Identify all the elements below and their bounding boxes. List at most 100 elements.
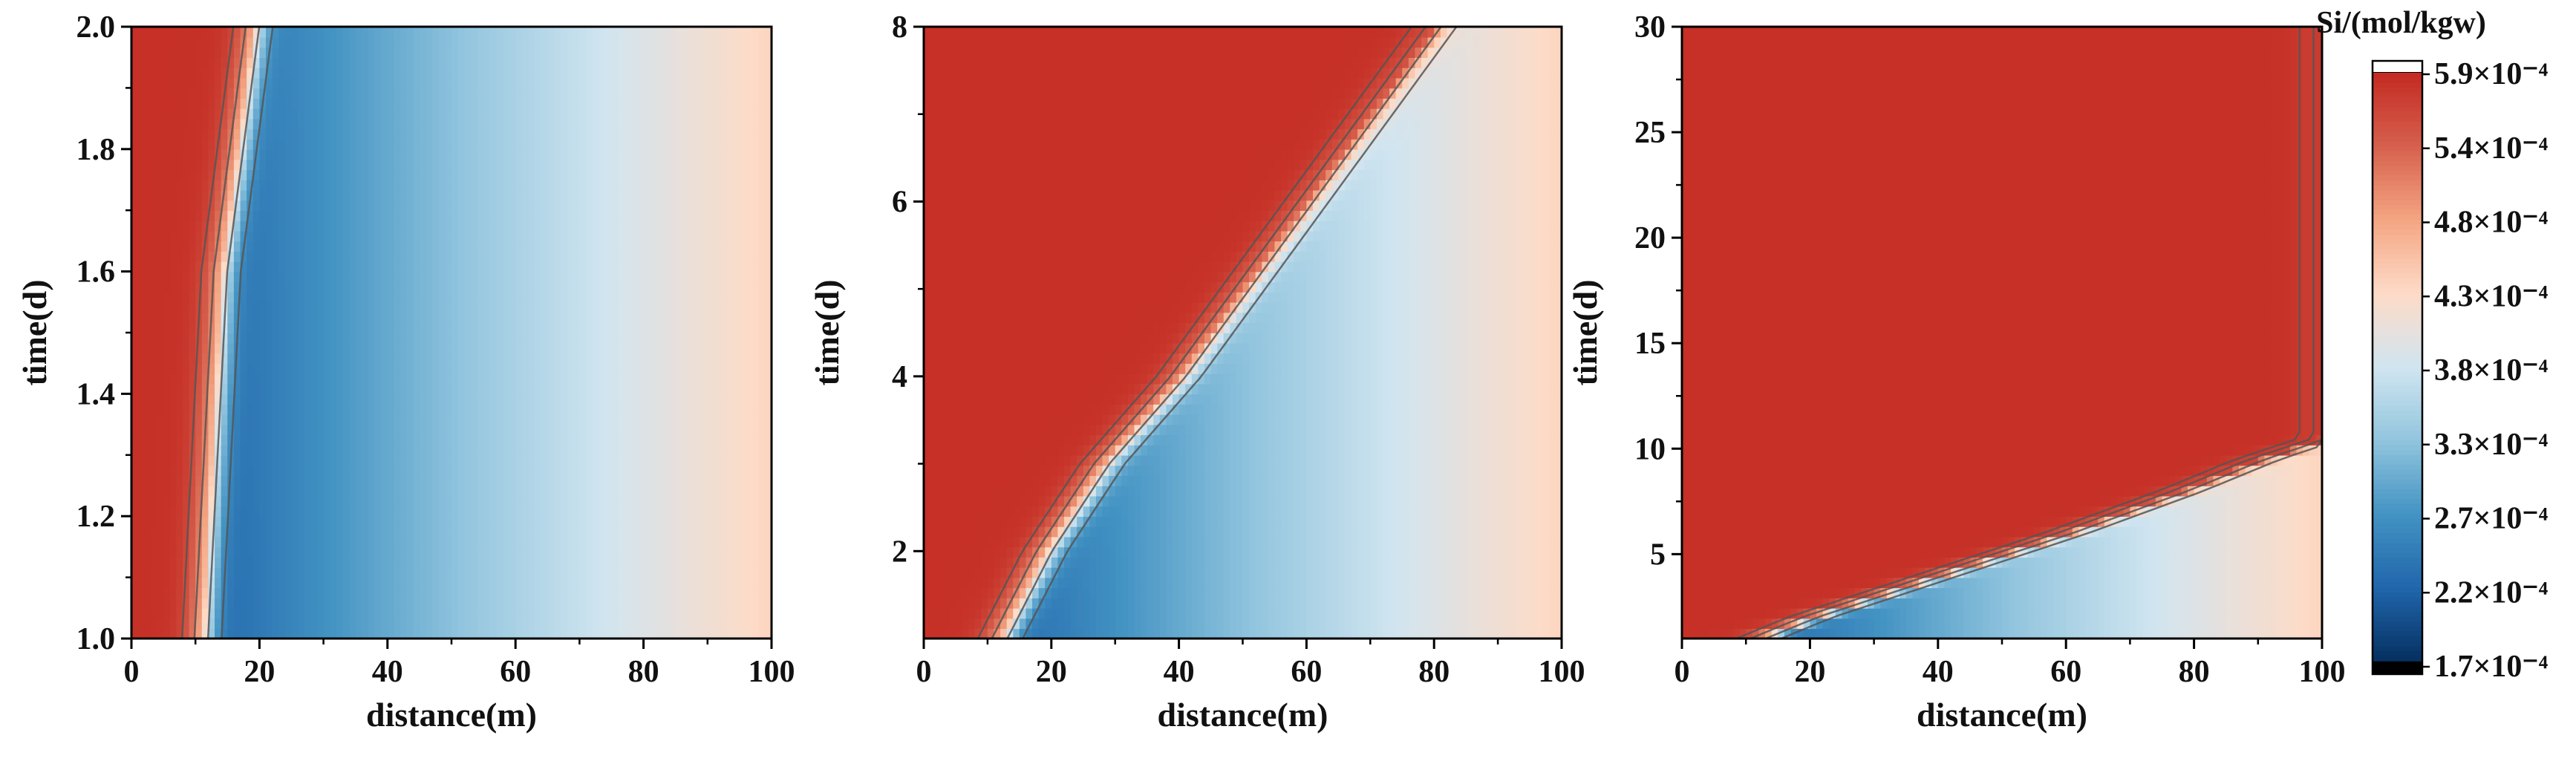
heatmap-cell	[625, 567, 631, 578]
heatmap-cell	[714, 445, 720, 456]
heatmap-cell	[656, 486, 663, 497]
heatmap-cell	[241, 466, 247, 477]
heatmap-cell	[746, 537, 753, 548]
heatmap-cell	[586, 333, 593, 344]
heatmap-cell	[176, 557, 183, 568]
heatmap-cell	[381, 343, 388, 354]
heatmap-cell	[593, 128, 599, 140]
heatmap-cell	[759, 618, 766, 630]
heatmap-cell	[368, 496, 375, 507]
heatmap-cell	[522, 546, 529, 558]
heatmap-cell	[605, 516, 612, 527]
heatmap-cell	[451, 414, 458, 425]
heatmap-cell	[483, 261, 490, 272]
heatmap-cell	[662, 313, 669, 324]
heatmap-cell	[381, 128, 388, 140]
heatmap-cell	[650, 475, 656, 486]
heatmap-cell	[676, 149, 682, 160]
heatmap-cell	[733, 425, 740, 436]
heatmap-cell	[151, 169, 157, 180]
heatmap-cell	[413, 373, 420, 385]
heatmap-cell	[561, 384, 567, 395]
heatmap-cell	[432, 302, 439, 313]
heatmap-cell	[394, 537, 400, 548]
heatmap-cell	[163, 343, 170, 354]
heatmap-cell	[547, 210, 554, 221]
heatmap-cell	[330, 608, 336, 619]
heatmap-cell	[567, 343, 573, 354]
heatmap-cell	[701, 149, 708, 160]
heatmap-cell	[496, 506, 503, 517]
heatmap-cell	[445, 190, 451, 201]
heatmap-cell	[298, 496, 304, 507]
heatmap-cell	[157, 241, 163, 252]
heatmap-cell	[541, 384, 548, 395]
heatmap-cell	[138, 567, 145, 578]
heatmap-cell	[432, 384, 439, 395]
heatmap-cell	[317, 281, 324, 293]
heatmap-cell	[586, 373, 593, 385]
heatmap-cell	[528, 404, 535, 415]
heatmap-cell	[151, 425, 157, 436]
heatmap-cell	[234, 516, 241, 527]
heatmap-cell	[554, 190, 561, 201]
heatmap-cell	[420, 292, 426, 303]
heatmap-cell	[342, 231, 349, 242]
heatmap-cell	[266, 200, 273, 211]
heatmap-cell	[669, 281, 676, 293]
heatmap-cell	[515, 455, 522, 466]
heatmap-cell	[176, 149, 183, 160]
heatmap-cell	[625, 618, 631, 630]
heatmap-cell	[727, 261, 734, 272]
heatmap-cell	[727, 587, 734, 598]
heatmap-cell	[432, 466, 439, 477]
heatmap-cell	[356, 128, 362, 140]
heatmap-cell	[227, 190, 234, 201]
heatmap-cell	[720, 466, 727, 477]
heatmap-cell	[273, 384, 279, 395]
heatmap-cell	[426, 466, 433, 477]
heatmap-cell	[727, 384, 734, 395]
heatmap-cell	[208, 394, 215, 405]
heatmap-cell	[662, 322, 669, 333]
heatmap-cell	[682, 251, 688, 262]
heatmap-cell	[547, 343, 554, 354]
heatmap-cell	[304, 302, 311, 313]
heatmap-cell	[241, 546, 247, 558]
heatmap-cell	[471, 180, 477, 191]
heatmap-cell	[740, 394, 746, 405]
heatmap-cell	[605, 496, 612, 507]
heatmap-cell	[599, 425, 605, 436]
heatmap-cell	[522, 149, 529, 160]
heatmap-cell	[471, 384, 477, 395]
heatmap-cell	[612, 445, 619, 456]
heatmap-cell	[304, 537, 311, 548]
heatmap-cell	[426, 486, 433, 497]
heatmap-cell	[278, 272, 285, 283]
heatmap-cell	[426, 251, 433, 262]
heatmap-cell	[253, 373, 260, 385]
heatmap-cell	[375, 169, 382, 180]
heatmap-cell	[151, 506, 157, 517]
heatmap-cell	[400, 394, 407, 405]
heatmap-cell	[157, 302, 163, 313]
heatmap-cell	[285, 139, 292, 150]
heatmap-cell	[458, 302, 465, 313]
heatmap-cell	[273, 445, 279, 456]
heatmap-cell	[708, 557, 714, 568]
heatmap-cell	[630, 567, 637, 578]
heatmap-cell	[259, 455, 266, 466]
heatmap-cell	[310, 466, 317, 477]
heatmap-cell	[496, 557, 503, 568]
heatmap-cell	[388, 281, 394, 293]
heatmap-cell	[195, 128, 202, 140]
heatmap-cell	[695, 322, 702, 333]
heatmap-cell	[708, 149, 714, 160]
heatmap-cell	[375, 302, 382, 313]
heatmap-cell	[324, 486, 330, 497]
heatmap-cell	[676, 434, 682, 445]
heatmap-cell	[439, 373, 446, 385]
heatmap-cell	[733, 414, 740, 425]
heatmap-cell	[324, 384, 330, 395]
heatmap-cell	[170, 210, 177, 221]
